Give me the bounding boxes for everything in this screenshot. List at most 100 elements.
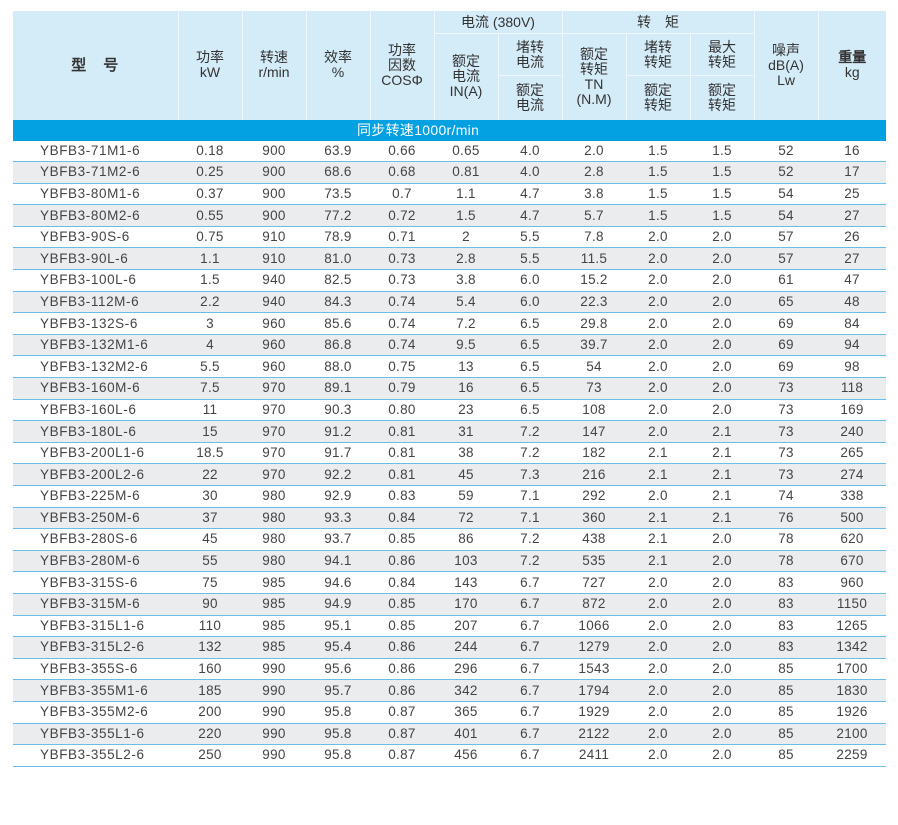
cell-speed: 960	[242, 312, 306, 335]
cell-locked-torque-ratio: 2.0	[626, 226, 691, 249]
cell-weight: 960	[818, 571, 887, 594]
table-row: YBFB3-315L1-6 110 985 95.1 0.85 207 6.7 1066 2.0…	[13, 615, 887, 638]
cell-model: YBFB3-160M-6	[13, 377, 178, 400]
cell-power-factor: 0.86	[370, 679, 434, 702]
cell-locked-torque-ratio: 2.0	[626, 355, 691, 379]
cell-locked-torque-ratio: 2.0	[626, 571, 691, 594]
cell-power-factor: 0.81	[370, 442, 434, 465]
cell-locked-torque-ratio: 2.0	[626, 615, 691, 638]
cell-speed: 990	[242, 723, 306, 746]
cell-model: YBFB3-315M-6	[13, 593, 178, 616]
hdr-mtr-1: 额定	[708, 81, 737, 98]
cell-efficiency: 93.7	[306, 528, 370, 551]
cell-locked-current-ratio: 6.5	[498, 399, 563, 422]
cell-power: 1.1	[178, 247, 242, 271]
cell-rated-current: 45	[434, 463, 498, 486]
cell-speed: 940	[242, 291, 306, 314]
cell-rated-torque: 2.0	[562, 140, 627, 163]
hdr-lt-2: 转矩	[644, 53, 673, 70]
cell-weight: 98	[818, 355, 887, 379]
header-power-label: 功率	[196, 49, 224, 66]
cell-locked-current-ratio: 7.2	[498, 528, 563, 551]
header-power-factor: 功率 因数 COSΦ	[369, 11, 435, 120]
cell-locked-torque-ratio: 2.0	[626, 269, 691, 292]
cell-locked-torque-ratio: 1.5	[626, 183, 691, 206]
cell-efficiency: 88.0	[306, 355, 370, 379]
cell-noise: 73	[754, 442, 819, 465]
cell-speed: 900	[242, 204, 306, 227]
hdr-rc-1: 额定	[452, 53, 480, 70]
table-row: YBFB3-160M-6 7.5 970 89.1 0.79 16 6.5 73 2.0 2.0 7…	[13, 377, 887, 400]
cell-power-factor: 0.68	[370, 161, 434, 184]
cell-rated-torque: 360	[562, 507, 627, 530]
cell-power-factor: 0.87	[370, 744, 434, 767]
cell-model: YBFB3-355L1-6	[13, 723, 178, 746]
cell-rated-current: 0.81	[434, 161, 498, 184]
table-row: YBFB3-112M-6 2.2 940 84.3 0.74 5.4 6.0 22.3 2.0 2…	[13, 291, 887, 314]
cell-model: YBFB3-112M-6	[13, 291, 178, 314]
table-row: YBFB3-315S-6 75 985 94.6 0.84 143 6.7 727 2.0 2.0…	[13, 571, 887, 594]
cell-rated-current: 5.4	[434, 291, 498, 314]
cell-locked-torque-ratio: 2.0	[626, 723, 691, 746]
hdr-lcr-1: 额定	[516, 81, 544, 98]
cell-max-torque-ratio: 2.1	[690, 507, 755, 530]
cell-power: 75	[178, 571, 242, 594]
cell-noise: 83	[754, 636, 819, 659]
cell-power-factor: 0.79	[370, 377, 434, 400]
cell-rated-torque: 1279	[562, 636, 627, 659]
cell-rated-current: 9.5	[434, 334, 498, 357]
cell-locked-torque-ratio: 2.1	[626, 463, 691, 486]
cell-noise: 57	[754, 247, 819, 271]
cell-locked-current-ratio: 6.0	[498, 291, 563, 314]
cell-power: 22	[178, 463, 242, 486]
cell-weight: 26	[818, 226, 887, 249]
cell-model: YBFB3-71M1-6	[13, 140, 178, 163]
cell-power: 0.18	[178, 140, 242, 163]
cell-rated-torque: 727	[562, 571, 627, 594]
header-noise-sub: Lw	[777, 71, 795, 88]
table-row: YBFB3-200L1-6 18.5 970 91.7 0.81 38 7.2 182 2.1 2…	[13, 442, 887, 465]
table-body: YBFB3-71M1-6 0.18 900 63.9 0.66 0.65 4.0 2.0 1.5…	[13, 140, 887, 767]
header-efficiency-label: 效率	[324, 49, 352, 66]
cell-max-torque-ratio: 2.0	[690, 247, 755, 271]
cell-max-torque-ratio: 2.0	[690, 291, 755, 314]
cell-noise: 78	[754, 550, 819, 573]
cell-weight: 1150	[818, 593, 887, 616]
cell-locked-current-ratio: 7.1	[498, 507, 563, 530]
cell-weight: 25	[818, 183, 887, 206]
table-row: YBFB3-355L2-6 250 990 95.8 0.87 456 6.7 2411 2.0…	[13, 744, 887, 767]
cell-max-torque-ratio: 2.0	[690, 701, 755, 724]
table-row: YBFB3-200L2-6 22 970 92.2 0.81 45 7.3 216 2.1 2.1…	[13, 463, 887, 486]
cell-power-factor: 0.84	[370, 507, 434, 530]
cell-noise: 83	[754, 615, 819, 638]
cell-model: YBFB3-280M-6	[13, 550, 178, 573]
cell-locked-current-ratio: 5.5	[498, 226, 563, 249]
cell-speed: 985	[242, 571, 306, 594]
cell-speed: 900	[242, 140, 306, 163]
cell-power-factor: 0.7	[370, 183, 434, 206]
cell-rated-current: 103	[434, 550, 498, 573]
cell-locked-torque-ratio: 2.0	[626, 399, 691, 422]
cell-power: 132	[178, 636, 242, 659]
cell-power-factor: 0.73	[370, 269, 434, 292]
cell-noise: 85	[754, 679, 819, 702]
table-row: YBFB3-355M2-6 200 990 95.8 0.87 365 6.7 1929 2.0…	[13, 701, 887, 724]
cell-model: YBFB3-315L1-6	[13, 615, 178, 638]
cell-max-torque-ratio: 2.0	[690, 269, 755, 292]
cell-model: YBFB3-160L-6	[13, 399, 178, 422]
cell-power: 0.25	[178, 161, 242, 184]
cell-speed: 980	[242, 528, 306, 551]
cell-power: 5.5	[178, 355, 242, 379]
cell-locked-current-ratio: 6.7	[498, 658, 563, 681]
table-row: YBFB3-90L-6 1.1 910 81.0 0.73 2.8 5.5 11.5 2.0 2.…	[13, 247, 887, 271]
cell-rated-torque: 73	[562, 377, 627, 400]
cell-max-torque-ratio: 2.0	[690, 550, 755, 573]
cell-efficiency: 78.9	[306, 226, 370, 249]
cell-rated-torque: 872	[562, 593, 627, 616]
cell-noise: 57	[754, 226, 819, 249]
sync-speed-band: 同步转速1000r/min	[13, 119, 887, 141]
cell-speed: 980	[242, 550, 306, 573]
cell-locked-current-ratio: 7.2	[498, 550, 563, 573]
cell-rated-torque: 3.8	[562, 183, 627, 206]
cell-power-factor: 0.73	[370, 247, 434, 271]
